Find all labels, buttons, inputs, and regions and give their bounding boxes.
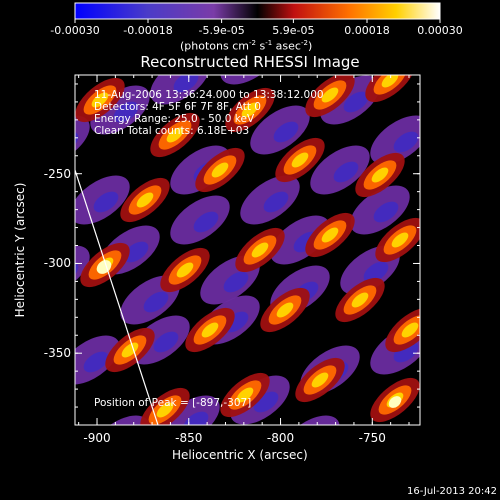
y-tick-label: -350	[43, 346, 71, 361]
chart-title: Reconstructed RHESSI Image	[140, 53, 360, 71]
x-tick-label: -850	[175, 431, 203, 445]
image-blob	[110, 427, 142, 456]
image-blob	[223, 271, 249, 293]
image-blob	[321, 87, 339, 103]
image-blob	[273, 121, 299, 143]
colorbar-tick-label: -5.9e-05	[198, 24, 245, 37]
image-blob	[183, 411, 209, 425]
y-tick-label: -300	[43, 256, 71, 271]
image-blob	[333, 161, 359, 183]
image-blob	[153, 331, 179, 353]
image-blob	[388, 396, 402, 408]
image-blob	[401, 322, 419, 338]
x-tick-label: -900	[83, 431, 111, 445]
image-blob	[123, 241, 149, 263]
annotation-detectors: Detectors: 4F 5F 6F 7F 8F, Att 0	[94, 101, 261, 113]
image-blob	[173, 75, 199, 93]
annotation-clean: Clean Total counts: 6.18E+03	[94, 125, 250, 137]
image-blob	[83, 351, 109, 373]
x-tick-label: -800	[266, 431, 295, 445]
image-blob	[321, 227, 339, 243]
image-blob	[381, 75, 399, 88]
image-blob	[291, 152, 309, 168]
image-blob	[351, 292, 369, 308]
image-blob	[156, 402, 174, 418]
y-tick-label: -250	[43, 166, 71, 181]
annotation-time: 11-Aug-2006 13:36:24.000 to 13:38:12.000	[94, 89, 324, 101]
colorbar-tick-label: -0.00030	[50, 24, 100, 37]
colorbar	[74, 2, 441, 20]
image-blob	[166, 127, 184, 143]
image-blob	[93, 191, 119, 213]
image-blob	[251, 242, 269, 258]
image-blob	[371, 167, 389, 183]
image-blob	[121, 342, 139, 358]
image-blob	[343, 91, 369, 113]
image-blob	[201, 322, 219, 338]
image-blob	[193, 211, 219, 233]
image-blob	[91, 92, 109, 108]
image-blob	[311, 372, 329, 388]
image-blob	[263, 191, 289, 213]
image-blob	[391, 232, 409, 248]
image-blob	[176, 262, 194, 278]
image-blob	[373, 201, 399, 223]
image-blob	[160, 467, 192, 496]
colorbar-ticks	[74, 19, 441, 23]
colorbar-tick-label: 5.9e-05	[272, 24, 315, 37]
image-blob	[363, 261, 389, 283]
annotation-block: 11-Aug-2006 13:36:24.000 to 13:38:12.000…	[94, 89, 324, 137]
image-blob	[211, 162, 229, 178]
image-blob	[241, 102, 259, 118]
image-blob	[276, 302, 294, 318]
x-axis-label: Heliocentric X (arcsec)	[172, 448, 308, 462]
colorbar-tick-label: 0.00018	[344, 24, 390, 37]
image-blob	[136, 192, 154, 208]
limb-line	[75, 169, 159, 425]
axis-ticks	[75, 75, 420, 426]
footer-timestamp: 16-Jul-2013 20:42	[406, 486, 497, 497]
y-axis-label: Heliocentric Y (arcsec)	[13, 182, 27, 318]
image-blob	[236, 387, 254, 403]
image-blob	[393, 131, 419, 153]
annotation-energy: Energy Range: 25.0 - 50.0 keV	[94, 113, 255, 125]
peak-label: Position of Peak = [-897,-307]	[94, 397, 252, 409]
image-blob	[143, 291, 169, 313]
colorbar-unit: (photons cm-2 s-1 asec-2)	[180, 39, 313, 53]
image-blob	[113, 101, 139, 123]
plot-frame	[74, 74, 421, 426]
image-area	[75, 75, 420, 496]
colorbar-tick-label: -0.00018	[123, 24, 173, 37]
x-tick-label: -750	[358, 431, 386, 445]
colorbar-tick-label: 0.00030	[417, 24, 463, 37]
